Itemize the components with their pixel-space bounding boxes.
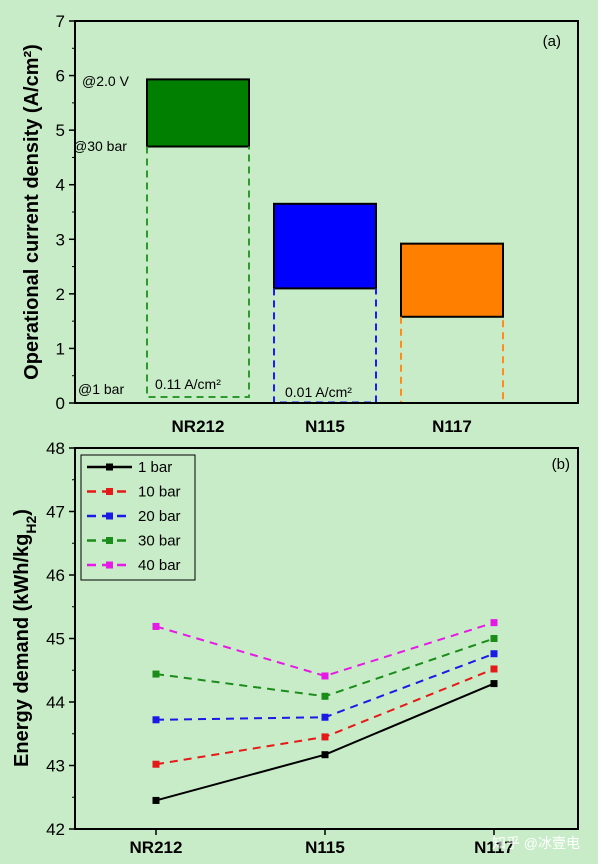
bar-n117 xyxy=(400,242,504,318)
data-point xyxy=(490,650,498,658)
dashed-outline-nr212 xyxy=(146,146,250,398)
y-tick-label: 48 xyxy=(46,439,65,458)
legend-marker xyxy=(106,561,113,569)
data-point xyxy=(152,760,160,768)
legend-label: 1 bar xyxy=(138,459,172,476)
data-point xyxy=(321,713,329,721)
legend-marker xyxy=(106,537,113,544)
panel-a-chart: 0 1 2 3 4 5 6 7 NR212 N115 N117 (a) Operational c… xyxy=(21,12,579,436)
x-category-label: N115 xyxy=(305,417,345,436)
panel-b-ylabel: Energy demand (kWh/kgH2) xyxy=(11,509,39,767)
bar-n115 xyxy=(273,202,377,290)
bar-nr212 xyxy=(146,78,250,148)
panel-b-chart: 42 43 44 45 46 47 48 NR212 N115 N117 (b) Energy … xyxy=(11,439,579,857)
dashed-outline-n117 xyxy=(400,316,504,404)
panel-a-ylabel: Operational current density (A/cm²) xyxy=(21,44,43,380)
y-tick-label: 46 xyxy=(46,566,65,585)
y-tick-label: 1 xyxy=(56,339,65,358)
watermark: 知乎 @冰壹电 xyxy=(492,835,580,851)
series-line-1bar xyxy=(155,682,495,802)
annotation-base-n115: 0.01 A/cm² xyxy=(285,384,352,400)
legend-marker xyxy=(106,512,113,520)
legend-label: 10 bar xyxy=(138,484,181,501)
x-category-label: NR212 xyxy=(130,838,183,857)
data-point xyxy=(321,733,329,741)
data-point xyxy=(490,635,498,642)
x-category-label: NR212 xyxy=(172,417,225,436)
data-point xyxy=(490,619,498,627)
y-tick-label: 6 xyxy=(56,67,65,86)
data-point xyxy=(152,670,160,678)
panel-b-frame xyxy=(74,447,579,830)
series-line-20bar xyxy=(155,652,495,721)
data-point xyxy=(152,796,160,804)
legend-label: 20 bar xyxy=(138,508,181,525)
y-tick-label: 47 xyxy=(46,503,65,522)
y-tick-label: 2 xyxy=(56,285,65,304)
data-point xyxy=(321,751,329,759)
y-tick-label: 44 xyxy=(46,693,65,712)
x-category-label: N117 xyxy=(432,417,472,436)
data-point xyxy=(321,692,329,700)
y-tick-label: 45 xyxy=(46,630,65,649)
y-tick-label: 0 xyxy=(56,394,65,413)
legend-box xyxy=(80,454,196,581)
series-line-40bar xyxy=(155,621,495,678)
y-tick-label: 7 xyxy=(56,12,65,31)
data-point xyxy=(152,716,160,724)
y-tick-label: 5 xyxy=(56,121,65,140)
legend-label: 30 bar xyxy=(138,533,181,550)
annotation-1bar: @1 bar xyxy=(78,381,124,397)
legend: 1 bar 10 bar 20 bar 30 bar 40 bar xyxy=(80,454,196,581)
x-category-label: N115 xyxy=(305,838,345,857)
x-category-label: N117 xyxy=(474,838,514,857)
panel-a-label: (a) xyxy=(543,33,561,50)
y-tick-label: 42 xyxy=(46,820,65,839)
annotation-2v: @2.0 V xyxy=(82,73,130,89)
data-point xyxy=(490,680,498,688)
series-line-30bar xyxy=(155,637,495,698)
data-point xyxy=(490,665,498,673)
annotation-30bar: @30 bar xyxy=(73,138,127,154)
y-tick-label: 4 xyxy=(56,176,65,195)
y-tick-label: 43 xyxy=(46,757,65,776)
legend-label: 40 bar xyxy=(138,557,181,574)
legend-marker xyxy=(106,463,113,471)
data-point xyxy=(321,672,329,680)
panel-b-label: (b) xyxy=(552,456,570,473)
y-tick-label: 3 xyxy=(56,230,65,249)
legend-marker xyxy=(106,488,113,495)
annotation-base-nr212: 0.11 A/cm² xyxy=(155,376,221,392)
data-point xyxy=(152,622,160,630)
